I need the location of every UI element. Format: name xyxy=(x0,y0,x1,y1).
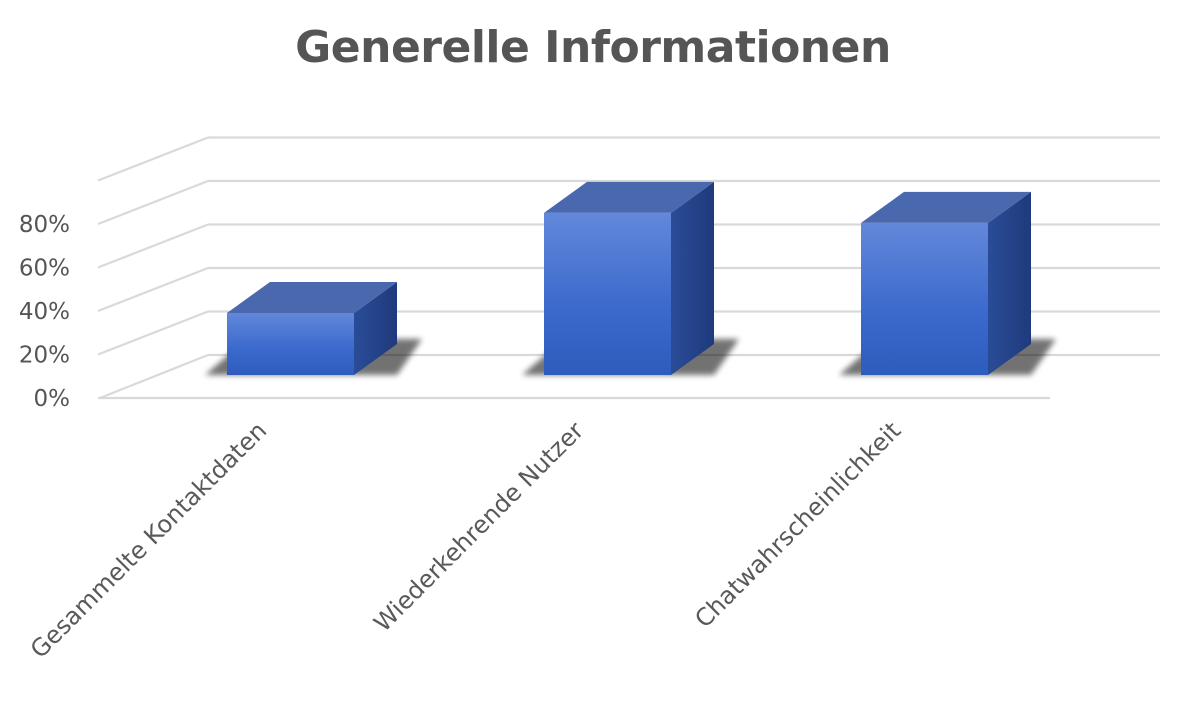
category-label: Chatwahrscheinlichkeit xyxy=(689,416,906,633)
chart-title: Generelle Informationen xyxy=(295,22,891,73)
bar-front xyxy=(861,222,988,375)
y-tick-label: 40% xyxy=(19,299,70,325)
gridline-side xyxy=(97,266,209,313)
bar-top xyxy=(227,281,397,313)
y-tick-label: 60% xyxy=(19,256,70,282)
bar-side xyxy=(671,181,714,375)
y-tick-label: 20% xyxy=(19,343,70,369)
bar xyxy=(522,181,739,375)
gridline-side xyxy=(97,136,209,182)
gridline-side xyxy=(97,223,209,269)
bar-side xyxy=(354,281,397,375)
gridline-side xyxy=(99,353,209,400)
gridline-side xyxy=(97,310,209,356)
bar-front xyxy=(544,212,671,375)
x-axis-categories: Gesammelte Kontaktdaten Wiederkehrende Nu… xyxy=(25,416,906,663)
category-label: Wiederkehrende Nutzer xyxy=(368,416,589,637)
y-axis-ticks: 0% 20% 40% 60% 80% xyxy=(19,212,70,412)
y-tick-label: 0% xyxy=(34,386,71,412)
bar-top xyxy=(544,181,714,213)
bar xyxy=(205,281,422,375)
y-tick-label: 80% xyxy=(19,212,70,238)
category-label: Gesammelte Kontaktdaten xyxy=(25,416,272,663)
bars xyxy=(205,181,1056,375)
bar-front xyxy=(227,312,354,375)
gridline-side xyxy=(97,179,209,226)
bar xyxy=(839,191,1056,375)
bar-side xyxy=(988,191,1031,375)
bar-top xyxy=(861,191,1031,223)
